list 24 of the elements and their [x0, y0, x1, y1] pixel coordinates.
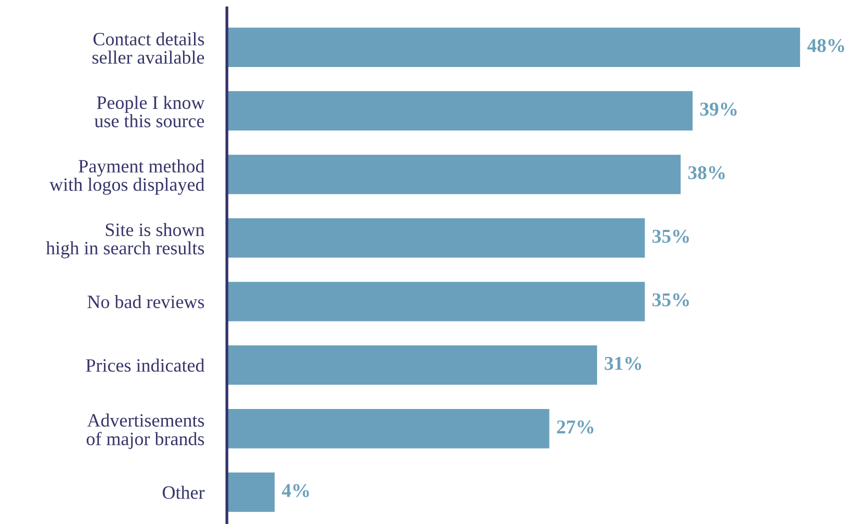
data-label: 4% [282, 484, 309, 498]
data-label: 35% [652, 230, 689, 243]
data-label: 27% [557, 420, 594, 434]
bar [226, 345, 598, 385]
data-label: 48% [807, 39, 844, 52]
y-tick-label: Contact details seller available [92, 32, 204, 64]
y-tick-label: Site is shown high in search results [46, 222, 204, 258]
bar [226, 218, 645, 258]
bar [226, 154, 681, 194]
data-label: 38% [688, 166, 725, 180]
y-tick-label: No bad reviews [88, 295, 204, 308]
data-label: 35% [652, 293, 689, 306]
y-tick-label: Advertisements of major brands [86, 414, 204, 450]
y-tick-label: Other [162, 486, 205, 499]
data-label: 39% [700, 102, 737, 116]
bar [226, 472, 275, 512]
bar [226, 91, 693, 131]
bar [226, 28, 800, 67]
bar [226, 408, 550, 448]
y-tick-label: Prices indicated [86, 358, 204, 372]
y-tick-label: People I know use this source [94, 96, 205, 128]
bar [226, 282, 645, 322]
data-label: 31% [604, 356, 642, 370]
y-tick-label: Payment method with logos displayed [49, 159, 204, 195]
